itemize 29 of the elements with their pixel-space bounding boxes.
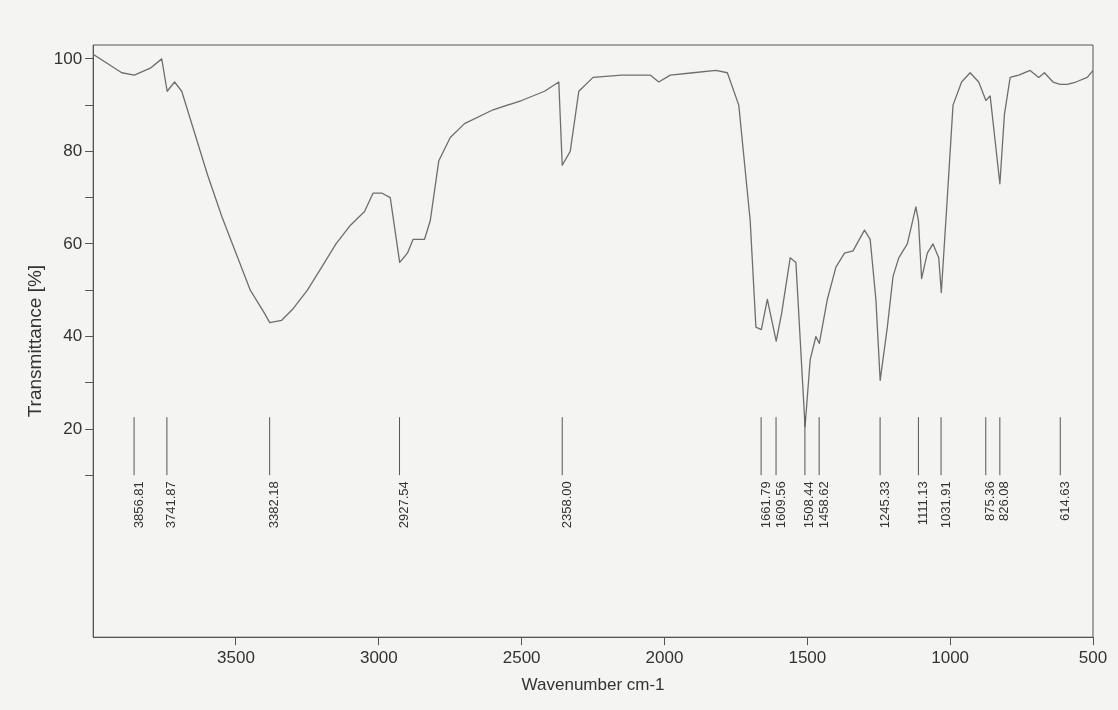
ref-line-label: 1609.56 — [772, 481, 788, 529]
x-tick-label: 3500 — [217, 648, 255, 668]
y-tick-label: 40 — [63, 326, 83, 346]
x-tick-label: 1000 — [931, 648, 970, 668]
y-tick-label: 100 — [53, 48, 83, 68]
y-tick-label: 80 — [63, 141, 83, 161]
ref-line-label: 875.36 — [982, 481, 998, 521]
y-tick-label: 20 — [63, 418, 83, 438]
ref-line-label: 1661.79 — [757, 481, 773, 529]
ref-line-label: 3856.81 — [130, 481, 146, 529]
x-tick-label: 3000 — [359, 648, 398, 668]
ref-line-label: 2927.54 — [396, 481, 412, 529]
ref-line-label: 2358.00 — [558, 481, 574, 529]
ref-line-label: 1031.91 — [937, 481, 953, 529]
x-tick-label: 1500 — [788, 648, 827, 668]
ref-line-label: 1508.44 — [801, 481, 817, 529]
x-tick-label: 2000 — [645, 648, 684, 668]
ref-line-label: 1458.62 — [815, 481, 831, 529]
ref-line-label: 614.63 — [1056, 481, 1072, 521]
x-tick-label: 2500 — [502, 648, 541, 668]
ref-line-label: 1245.33 — [876, 481, 892, 529]
ref-line-label: 3382.18 — [266, 481, 282, 529]
x-tick-label: 500 — [1078, 648, 1108, 668]
x-axis-title: Wavenumber cm-1 — [521, 675, 665, 695]
ref-line-label: 3741.87 — [163, 481, 179, 529]
y-tick-label: 60 — [63, 233, 83, 253]
ref-line-label: 1111.13 — [915, 481, 930, 526]
ref-line-label: 826.08 — [996, 481, 1012, 521]
y-axis-title: Transmittance [%] — [23, 264, 45, 418]
